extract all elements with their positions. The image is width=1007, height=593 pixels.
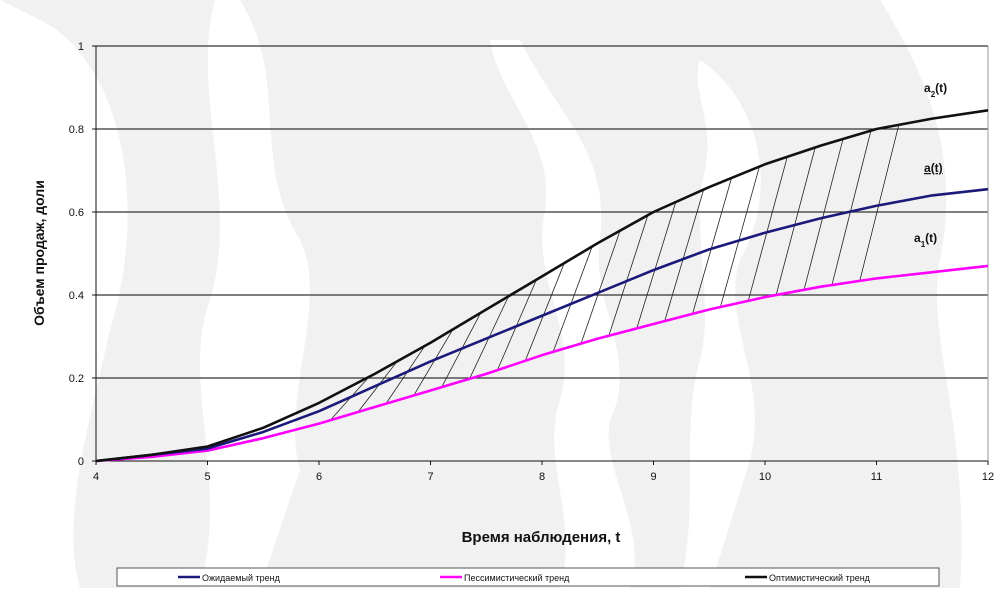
legend: Ожидаемый тренд Пессимистический тренд Опт…	[116, 567, 940, 587]
axes	[92, 45, 989, 465]
hatch-line	[720, 166, 760, 308]
annotation-a: a(t)	[924, 161, 943, 175]
x-tick-label: 7	[427, 471, 433, 483]
x-tick-label: 8	[539, 471, 545, 483]
x-tick-label: 11	[871, 471, 882, 483]
annotation-a1: a1(t)	[914, 231, 937, 249]
hatch-line	[357, 361, 398, 413]
hatch-line	[747, 156, 788, 301]
legend-label: Пессимистический тренд	[464, 573, 570, 583]
x-tick-label: 10	[759, 471, 771, 483]
annotation-a2: a2(t)	[924, 81, 947, 99]
series-line-0	[95, 187, 989, 463]
y-tick-label: 0.6	[69, 207, 84, 219]
y-axis-title: Объем продаж, доли	[31, 180, 47, 326]
y-tick-labels: 0 0.2 0.4 0.6 0.8 1	[69, 41, 84, 468]
hatch-line	[803, 138, 844, 290]
series-line-1	[95, 264, 989, 463]
y-tick-label: 0	[78, 456, 84, 468]
hatch-line	[580, 230, 621, 344]
grid	[96, 45, 988, 379]
hatch-line	[664, 189, 705, 322]
hatch-line	[636, 201, 677, 329]
x-tick-labels: 4 5 6 7 8 9 10 11 12	[93, 471, 994, 483]
hatch-line	[524, 262, 565, 361]
legend-label: Оптимистический тренд	[769, 573, 871, 583]
series-line-2	[95, 109, 989, 463]
y-tick-label: 0.2	[69, 373, 84, 385]
hatch-line	[413, 329, 454, 396]
x-tick-label: 5	[204, 471, 210, 483]
legend-label: Ожидаемый тренд	[202, 573, 281, 583]
hatch-line	[608, 214, 649, 336]
y-tick-label: 1	[78, 41, 84, 53]
hatch-line	[859, 124, 900, 281]
uncertainty-hatch	[329, 124, 900, 421]
y-tick-label: 0.4	[69, 290, 84, 302]
hatch-line	[552, 246, 593, 352]
x-tick-label: 9	[650, 471, 656, 483]
hatch-line	[831, 130, 872, 286]
y-tick-label: 0.8	[69, 124, 84, 136]
x-tick-label: 12	[982, 471, 994, 483]
series-lines	[95, 109, 989, 463]
x-tick-label: 4	[93, 471, 99, 483]
legend-box	[116, 567, 940, 587]
x-axis-title: Время наблюдения, t	[462, 529, 621, 546]
hatch-line	[385, 345, 426, 404]
hatch-line	[692, 177, 732, 314]
hatch-line	[775, 147, 816, 296]
x-tick-label: 6	[316, 471, 322, 483]
